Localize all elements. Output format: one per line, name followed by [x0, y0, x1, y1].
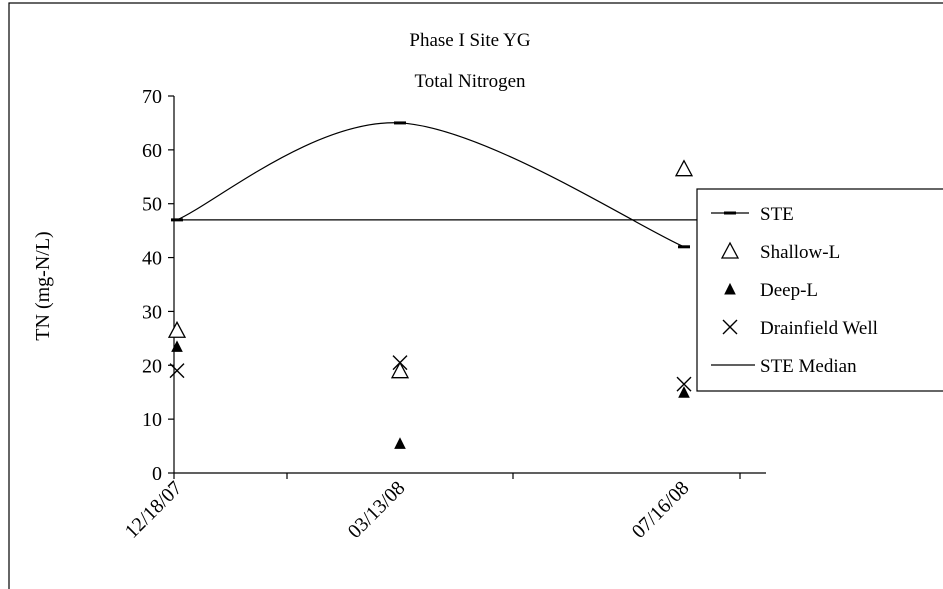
y-tick-label: 50: [142, 194, 162, 216]
y-tick-label: 20: [142, 355, 162, 377]
legend-deep-l-symbol: [724, 282, 736, 295]
legend: STE Shallow-L Deep-L Drainfield Well STE Med…: [696, 188, 943, 392]
chart-title-line-1: Phase I Site YG: [409, 30, 530, 51]
deep-l-point: [171, 340, 183, 352]
y-tick-label: 40: [142, 248, 162, 270]
legend-label: Shallow-L: [760, 242, 840, 263]
chart-title-line-2: Total Nitrogen: [414, 71, 526, 92]
legend-label: STE: [760, 204, 794, 225]
y-tick-label: 60: [142, 140, 162, 162]
deep-l-point: [678, 386, 690, 398]
chart-marks: [167, 121, 766, 449]
y-tick-label: 30: [142, 301, 162, 323]
shallow-l-point: [674, 159, 694, 177]
legend-drainfield-well-symbol: [722, 319, 738, 335]
legend-label: STE Median: [760, 356, 857, 377]
y-tick-label: 10: [142, 409, 162, 431]
drainfield-well-point: [676, 376, 692, 392]
drainfield-well-point: [392, 355, 408, 371]
legend-label: Deep-L: [760, 280, 818, 301]
y-axis-label: TN (mg-N/L): [32, 231, 54, 340]
legend-box: [696, 188, 943, 392]
y-tick-label: 70: [142, 86, 162, 108]
shallow-l-point: [390, 361, 410, 379]
legend-label: Drainfield Well: [760, 318, 878, 339]
shallow-l-point: [167, 320, 187, 338]
deep-l-point: [394, 437, 406, 449]
drainfield-well-point: [169, 363, 185, 379]
y-tick-label: 0: [152, 463, 162, 485]
legend-shallow-l-symbol: [720, 241, 740, 259]
